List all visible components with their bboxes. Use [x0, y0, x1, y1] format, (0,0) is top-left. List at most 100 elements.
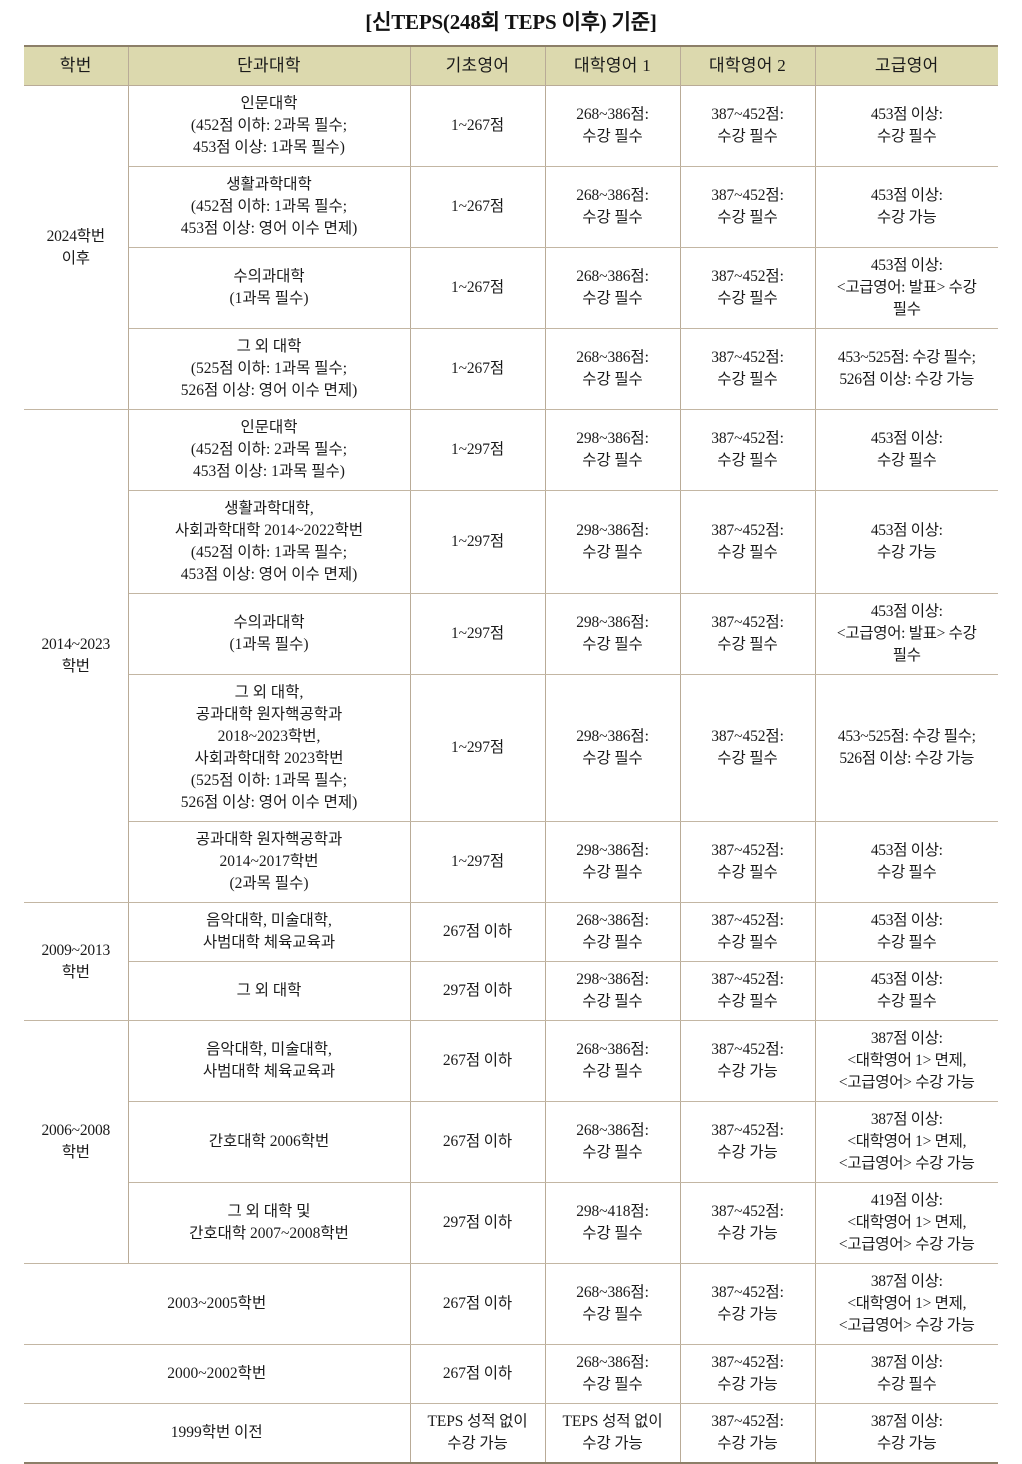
- cell-college: 수의과대학 (1과목 필수): [127, 593, 411, 676]
- cell-advanced-english: 453점 이상: <고급영어: 발표> 수강 필수: [814, 593, 998, 676]
- cell-basic-english: 1~267점: [409, 166, 546, 249]
- table-row: 그 외 대학 (525점 이하: 1과목 필수; 526점 이상: 영어 이수 …: [24, 328, 998, 411]
- cell-advanced-english: 453점 이상: 수강 필수: [814, 961, 998, 1022]
- cell-advanced-english: 453점 이상: 수강 필수: [814, 821, 998, 904]
- cell-hakbeon-period: 2000~2002학번: [24, 1344, 411, 1405]
- cell-college-english-1: 298~386점: 수강 필수: [544, 593, 681, 676]
- cell-basic-english: 267점 이하: [409, 902, 546, 963]
- cell-college-english-2: 387~452점: 수강 필수: [679, 902, 816, 963]
- cell-hakbeon-period: 2003~2005학번: [24, 1263, 411, 1346]
- cell-college-english-1: TEPS 성적 없이 수강 가능: [544, 1403, 681, 1464]
- page-title: [신TEPS(248회 TEPS 이후) 기준]: [365, 10, 657, 34]
- column-header-college-english-1: 대학영어 1: [544, 45, 681, 87]
- cell-college-english-1: 268~386점: 수강 필수: [544, 328, 681, 411]
- cell-college-english-2: 387~452점: 수강 가능: [679, 1020, 816, 1103]
- cell-college-english-2: 387~452점: 수강 필수: [679, 247, 816, 330]
- cell-basic-english: 1~297점: [409, 593, 546, 676]
- cell-college-english-2: 387~452점: 수강 필수: [679, 328, 816, 411]
- cell-advanced-english: 453점 이상: <고급영어: 발표> 수강 필수: [814, 247, 998, 330]
- cell-hakbeon-period: 2024학번 이후: [24, 85, 129, 411]
- table-row: 수의과대학 (1과목 필수) 1~267점 268~386점: 수강 필수 387~4…: [24, 247, 998, 330]
- cell-college-english-2: 387~452점: 수강 필수: [679, 674, 816, 823]
- cell-basic-english: TEPS 성적 없이 수강 가능: [409, 1403, 546, 1464]
- cell-college: 인문대학 (452점 이하: 2과목 필수; 453점 이상: 1과목 필수): [127, 409, 411, 492]
- cell-college-english-1: 268~386점: 수강 필수: [544, 247, 681, 330]
- cell-advanced-english: 453점 이상: 수강 가능: [814, 490, 998, 595]
- cell-college-english-2: 387~452점: 수강 필수: [679, 821, 816, 904]
- table-row: 2009~2013 학번 음악대학, 미술대학, 사범대학 체육교육과 267점 이…: [24, 902, 998, 1022]
- cell-basic-english: 297점 이하: [409, 1182, 546, 1265]
- cell-college-english-2: 387~452점: 수강 가능: [679, 1344, 816, 1405]
- cell-hakbeon-period: 2006~2008 학번: [24, 1020, 129, 1265]
- cell-college-english-2: 387~452점: 수강 필수: [679, 409, 816, 492]
- cell-advanced-english: 453점 이상: 수강 필수: [814, 902, 998, 963]
- cell-basic-english: 297점 이하: [409, 961, 546, 1022]
- cell-basic-english: 267점 이하: [409, 1344, 546, 1405]
- cell-basic-english: 1~267점: [409, 328, 546, 411]
- cell-college-english-2: 387~452점: 수강 가능: [679, 1101, 816, 1184]
- cell-college-english-1: 298~386점: 수강 필수: [544, 674, 681, 823]
- column-header-college-english-2: 대학영어 2: [679, 45, 816, 87]
- table-row: 2024학번 이후 인문대학 (452점 이하: 2과목 필수; 453점 이상:…: [24, 85, 998, 411]
- cell-college-english-1: 268~386점: 수강 필수: [544, 166, 681, 249]
- cell-college-english-2: 387~452점: 수강 가능: [679, 1403, 816, 1464]
- cell-college: 인문대학 (452점 이하: 2과목 필수; 453점 이상: 1과목 필수): [127, 85, 411, 168]
- cell-college: 그 외 대학 (525점 이하: 1과목 필수; 526점 이상: 영어 이수 …: [127, 328, 411, 411]
- cell-college-english-2: 387~452점: 수강 필수: [679, 490, 816, 595]
- table-row: 생활과학대학 (452점 이하: 1과목 필수; 453점 이상: 영어 이수 …: [24, 166, 998, 249]
- column-header-advanced-english: 고급영어: [814, 45, 998, 87]
- table-row: 2006~2008 학번 음악대학, 미술대학, 사범대학 체육교육과 267점 이…: [24, 1020, 998, 1265]
- cell-college-english-1: 268~386점: 수강 필수: [544, 1263, 681, 1346]
- cell-basic-english: 1~267점: [409, 247, 546, 330]
- cell-college: 수의과대학 (1과목 필수): [127, 247, 411, 330]
- cell-basic-english: 1~297점: [409, 490, 546, 595]
- cell-college-english-1: 268~386점: 수강 필수: [544, 1344, 681, 1405]
- cell-advanced-english: 453점 이상: 수강 필수: [814, 85, 998, 168]
- cell-advanced-english: 387점 이상: <대학영어 1> 면제, <고급영어> 수강 가능: [814, 1263, 998, 1346]
- column-header-college: 단과대학: [127, 45, 411, 87]
- table-row: 간호대학 2006학번 267점 이하 268~386점: 수강 필수 387~452…: [24, 1101, 998, 1184]
- table-row: 생활과학대학, 사회과학대학 2014~2022학번 (452점 이하: 1과목…: [24, 490, 998, 595]
- cell-basic-english: 1~297점: [409, 674, 546, 823]
- cell-college: 생활과학대학 (452점 이하: 1과목 필수; 453점 이상: 영어 이수 …: [127, 166, 411, 249]
- cell-advanced-english: 453점 이상: 수강 필수: [814, 409, 998, 492]
- cell-college-english-1: 298~386점: 수강 필수: [544, 961, 681, 1022]
- column-header-hakbeon: 학번: [24, 45, 129, 87]
- cell-college-english-1: 298~386점: 수강 필수: [544, 821, 681, 904]
- cell-college-english-2: 387~452점: 수강 필수: [679, 166, 816, 249]
- cell-college-english-1: 268~386점: 수강 필수: [544, 1020, 681, 1103]
- teps-requirements-table: 학번 단과대학 기초영어 대학영어 1 대학영어 2 고급영어 2024학번 이…: [24, 45, 998, 1464]
- cell-advanced-english: 387점 이상: <대학영어 1> 면제, <고급영어> 수강 가능: [814, 1101, 998, 1184]
- cell-basic-english: 1~297점: [409, 821, 546, 904]
- cell-advanced-english: 419점 이상: <대학영어 1> 면제, <고급영어> 수강 가능: [814, 1182, 998, 1265]
- document-page: [신TEPS(248회 TEPS 이후) 기준] 학번 단과대학 기초영어 대학…: [24, 10, 998, 1464]
- table-row: 수의과대학 (1과목 필수) 1~297점 298~386점: 수강 필수 387~4…: [24, 593, 998, 676]
- cell-basic-english: 1~297점: [409, 409, 546, 492]
- cell-basic-english: 267점 이하: [409, 1020, 546, 1103]
- table-row: 공과대학 원자핵공학과 2014~2017학번 (2과목 필수) 1~297점 29…: [24, 821, 998, 904]
- table-row: 2000~2002학번 267점 이하 268~386점: 수강 필수 387~452…: [24, 1344, 998, 1405]
- table-row: 그 외 대학 297점 이하 298~386점: 수강 필수 387~452점: 수강…: [24, 961, 998, 1022]
- cell-college: 음악대학, 미술대학, 사범대학 체육교육과: [127, 1020, 411, 1103]
- cell-basic-english: 267점 이하: [409, 1101, 546, 1184]
- cell-college-english-2: 387~452점: 수강 필수: [679, 85, 816, 168]
- cell-college-english-1: 298~386점: 수강 필수: [544, 409, 681, 492]
- cell-college: 그 외 대학, 공과대학 원자핵공학과 2018~2023학번, 사회과학대학 …: [127, 674, 411, 823]
- cell-college: 간호대학 2006학번: [127, 1101, 411, 1184]
- table-header: 학번 단과대학 기초영어 대학영어 1 대학영어 2 고급영어: [24, 45, 998, 87]
- cell-college-english-2: 387~452점: 수강 필수: [679, 961, 816, 1022]
- table-row: 1999학번 이전 TEPS 성적 없이 수강 가능 TEPS 성적 없이 수강 가…: [24, 1403, 998, 1464]
- cell-college: 그 외 대학 및 간호대학 2007~2008학번: [127, 1182, 411, 1265]
- cell-college-english-1: 298~418점: 수강 필수: [544, 1182, 681, 1265]
- cell-college-english-1: 268~386점: 수강 필수: [544, 1101, 681, 1184]
- cell-college-english-2: 387~452점: 수강 가능: [679, 1182, 816, 1265]
- cell-hakbeon-period: 2009~2013 학번: [24, 902, 129, 1022]
- cell-advanced-english: 453~525점: 수강 필수; 526점 이상: 수강 가능: [814, 674, 998, 823]
- cell-college: 그 외 대학: [127, 961, 411, 1022]
- cell-hakbeon-period: 1999학번 이전: [24, 1403, 411, 1464]
- cell-college-english-1: 268~386점: 수강 필수: [544, 85, 681, 168]
- column-header-basic-english: 기초영어: [409, 45, 546, 87]
- cell-college: 음악대학, 미술대학, 사범대학 체육교육과: [127, 902, 411, 963]
- cell-advanced-english: 387점 이상: 수강 가능: [814, 1403, 998, 1464]
- cell-advanced-english: 387점 이상: 수강 필수: [814, 1344, 998, 1405]
